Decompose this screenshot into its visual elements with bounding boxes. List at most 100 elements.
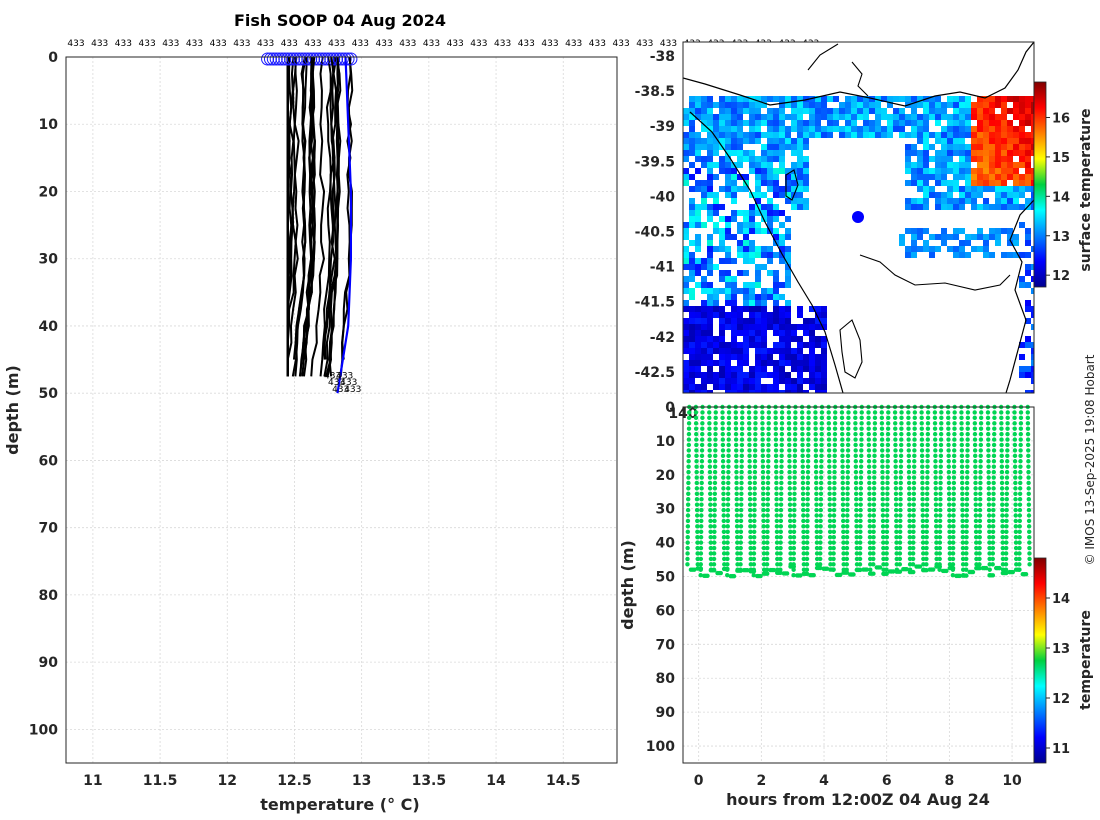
- section-dot: [853, 491, 859, 496]
- section-dot: [735, 545, 740, 551]
- section-dot: [774, 507, 779, 513]
- map-sst-cell: [941, 204, 947, 210]
- map-sst-cell: [755, 252, 761, 258]
- map-sst-cell: [773, 348, 779, 354]
- section-dot: [698, 545, 704, 551]
- section-dot: [938, 448, 944, 453]
- section-dot: [1012, 415, 1017, 421]
- map-sst-cell: [965, 234, 971, 240]
- map-sst-cell: [695, 234, 701, 240]
- section-dot: [937, 518, 943, 524]
- section-dot: [725, 540, 730, 545]
- section-dot: [814, 524, 819, 529]
- section-dot: [959, 469, 965, 475]
- map-sst-cell: [791, 144, 797, 150]
- section-dot: [788, 534, 793, 540]
- map-sst-cell: [827, 108, 833, 114]
- section-dot: [846, 415, 851, 421]
- map-sst-cell: [785, 330, 791, 336]
- section-dot: [800, 437, 805, 442]
- map-sst-cell: [767, 144, 773, 150]
- map-lat-tick-label: -40: [650, 189, 676, 205]
- map-sst-cell: [893, 114, 899, 120]
- profile-line: [302, 56, 316, 377]
- map-sst-cell: [695, 156, 701, 162]
- map-lat-tick-label: -42: [650, 330, 675, 346]
- section-dot: [841, 524, 846, 529]
- section-dot: [786, 410, 792, 415]
- section-dot: [1026, 464, 1031, 469]
- map-sst-cell: [929, 246, 935, 252]
- map-sst-cell: [935, 180, 941, 186]
- map-sst-cell: [947, 120, 953, 126]
- map-sst-cell: [713, 348, 719, 354]
- map-sst-cell: [803, 102, 809, 108]
- map-sst-cell: [689, 318, 695, 324]
- section-dot: [773, 431, 779, 437]
- map-sst-cell: [797, 186, 803, 192]
- map-sst-cell: [917, 114, 923, 120]
- section-dot: [871, 518, 876, 524]
- map-sst-cell: [797, 102, 803, 108]
- section-dot: [753, 426, 758, 431]
- section-dot: [866, 459, 872, 464]
- section-dot: [832, 497, 837, 502]
- map-sst-cell: [929, 144, 935, 150]
- section-dot: [932, 415, 938, 421]
- section-dot: [1017, 507, 1023, 513]
- section-dot: [880, 502, 886, 507]
- section-dot: [1003, 570, 1009, 576]
- section-dot: [912, 421, 917, 426]
- map-sst-cell: [833, 96, 839, 102]
- section-dot: [912, 442, 917, 448]
- map-colorbar: [1033, 81, 1047, 288]
- map-sst-cell: [707, 180, 713, 186]
- map-sst-cell: [1019, 180, 1025, 186]
- section-dot: [800, 486, 806, 491]
- section-dot: [991, 480, 996, 486]
- map-sst-cell: [851, 120, 857, 126]
- section-dot: [987, 529, 992, 534]
- section-dot: [778, 545, 783, 551]
- map-sst-cell: [749, 330, 755, 336]
- section-dot: [885, 502, 890, 507]
- map-sst-cell: [713, 102, 719, 108]
- section-dot: [760, 410, 765, 415]
- map-sst-cell: [821, 312, 827, 318]
- section-dot: [761, 507, 766, 513]
- map-sst-cell: [923, 144, 929, 150]
- section-dot: [924, 513, 930, 518]
- section-dot: [872, 453, 877, 459]
- section-dot: [947, 524, 952, 529]
- section-dot: [1004, 524, 1009, 529]
- map-sst-cell: [857, 132, 863, 138]
- section-dot: [1003, 567, 1009, 572]
- map-sst-cell: [791, 96, 797, 102]
- map-sst-cell: [719, 204, 725, 210]
- map-sst-cell: [845, 120, 851, 126]
- section-dot: [952, 437, 957, 442]
- map-sst-cell: [797, 192, 803, 198]
- map-sst-cell: [713, 372, 719, 378]
- section-dot: [779, 453, 784, 459]
- section-dot: [720, 442, 726, 448]
- section-dot: [858, 464, 864, 469]
- section-dot: [946, 421, 951, 426]
- map-sst-cell: [725, 342, 731, 348]
- map-sst-cell: [809, 132, 815, 138]
- map-sst-cell: [1019, 162, 1025, 168]
- map-sst-cell: [683, 222, 689, 228]
- section-dot: [972, 421, 978, 426]
- section-dot: [778, 551, 783, 556]
- section-dot: [818, 513, 823, 518]
- section-dot: [699, 437, 705, 442]
- section-dot: [999, 442, 1004, 448]
- map-sst-cell: [1025, 240, 1031, 246]
- section-dot: [907, 529, 912, 534]
- map-sst-cell: [809, 366, 815, 372]
- section-dot: [819, 415, 825, 421]
- section-dot: [977, 565, 982, 571]
- map-sst-cell: [701, 96, 707, 102]
- map-sst-cell: [737, 354, 743, 360]
